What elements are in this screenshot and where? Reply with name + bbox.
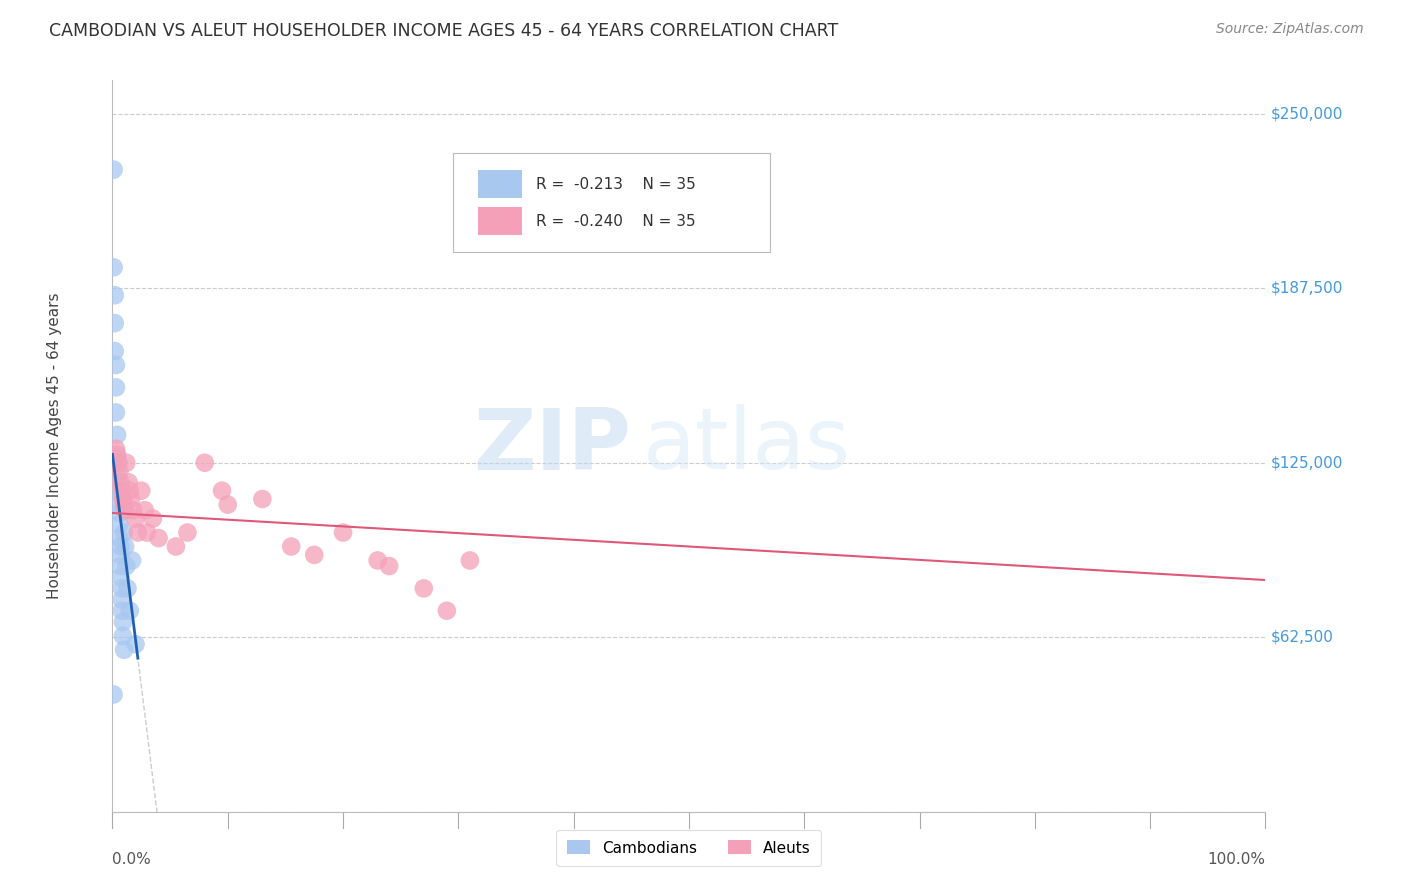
- Point: [124, 511, 146, 525]
- Point: [110, 540, 132, 554]
- Point: [129, 483, 153, 498]
- Point: [105, 427, 128, 442]
- Text: CAMBODIAN VS ALEUT HOUSEHOLDER INCOME AGES 45 - 64 YEARS CORRELATION CHART: CAMBODIAN VS ALEUT HOUSEHOLDER INCOME AG…: [49, 22, 838, 40]
- Point: [110, 475, 132, 490]
- Point: [111, 483, 134, 498]
- Point: [105, 450, 128, 465]
- Point: [108, 531, 131, 545]
- Point: [115, 456, 138, 470]
- Point: [111, 491, 134, 506]
- Point: [111, 629, 134, 643]
- Point: [136, 525, 159, 540]
- Point: [412, 582, 434, 596]
- Point: [134, 503, 156, 517]
- Text: Source: ZipAtlas.com: Source: ZipAtlas.com: [1216, 22, 1364, 37]
- Text: R =  -0.240    N = 35: R = -0.240 N = 35: [536, 214, 695, 229]
- Point: [115, 559, 138, 574]
- Point: [104, 358, 127, 372]
- Point: [107, 456, 129, 470]
- Bar: [478, 208, 522, 235]
- Point: [104, 316, 127, 330]
- Point: [103, 688, 125, 702]
- Bar: [478, 170, 522, 198]
- Point: [252, 491, 274, 506]
- Point: [107, 456, 129, 470]
- Point: [280, 540, 302, 554]
- Point: [112, 642, 135, 657]
- Point: [148, 531, 170, 545]
- Point: [114, 503, 136, 517]
- Point: [107, 483, 129, 498]
- Point: [194, 456, 217, 470]
- Point: [436, 604, 458, 618]
- Point: [103, 260, 125, 275]
- Point: [104, 405, 127, 419]
- Point: [367, 553, 389, 567]
- Point: [111, 604, 134, 618]
- Text: ZIP: ZIP: [474, 404, 631, 488]
- Point: [118, 604, 141, 618]
- Point: [165, 540, 187, 554]
- Point: [114, 540, 136, 554]
- Point: [107, 469, 129, 483]
- Text: Householder Income Ages 45 - 64 years: Householder Income Ages 45 - 64 years: [48, 293, 62, 599]
- Text: R =  -0.213    N = 35: R = -0.213 N = 35: [536, 177, 696, 192]
- Point: [111, 592, 134, 607]
- Point: [108, 464, 131, 478]
- Point: [103, 162, 125, 177]
- Point: [217, 498, 239, 512]
- Point: [121, 553, 143, 567]
- FancyBboxPatch shape: [453, 153, 769, 252]
- Point: [332, 525, 354, 540]
- Point: [458, 553, 481, 567]
- Legend: Cambodians, Aleuts: Cambodians, Aleuts: [557, 830, 821, 866]
- Point: [108, 506, 131, 520]
- Text: $125,000: $125,000: [1271, 455, 1344, 470]
- Point: [108, 517, 131, 532]
- Point: [112, 498, 135, 512]
- Text: 0.0%: 0.0%: [112, 852, 152, 867]
- Text: atlas: atlas: [643, 404, 851, 488]
- Point: [110, 559, 132, 574]
- Point: [120, 491, 142, 506]
- Text: $187,500: $187,500: [1271, 281, 1344, 296]
- Point: [110, 570, 132, 584]
- Point: [117, 582, 139, 596]
- Point: [142, 511, 165, 525]
- Point: [124, 637, 146, 651]
- Point: [104, 380, 127, 394]
- Point: [122, 503, 145, 517]
- Point: [127, 525, 149, 540]
- Point: [176, 525, 198, 540]
- Text: $250,000: $250,000: [1271, 106, 1344, 121]
- Point: [104, 442, 127, 456]
- Point: [111, 615, 134, 629]
- Point: [117, 475, 139, 490]
- Point: [118, 483, 141, 498]
- Point: [107, 498, 129, 512]
- Point: [378, 559, 401, 574]
- Point: [304, 548, 326, 562]
- Point: [110, 548, 132, 562]
- Text: $62,500: $62,500: [1271, 630, 1334, 645]
- Point: [105, 447, 128, 461]
- Point: [211, 483, 233, 498]
- Point: [111, 582, 134, 596]
- Text: 100.0%: 100.0%: [1208, 852, 1265, 867]
- Point: [104, 288, 127, 302]
- Point: [104, 344, 127, 359]
- Point: [112, 525, 135, 540]
